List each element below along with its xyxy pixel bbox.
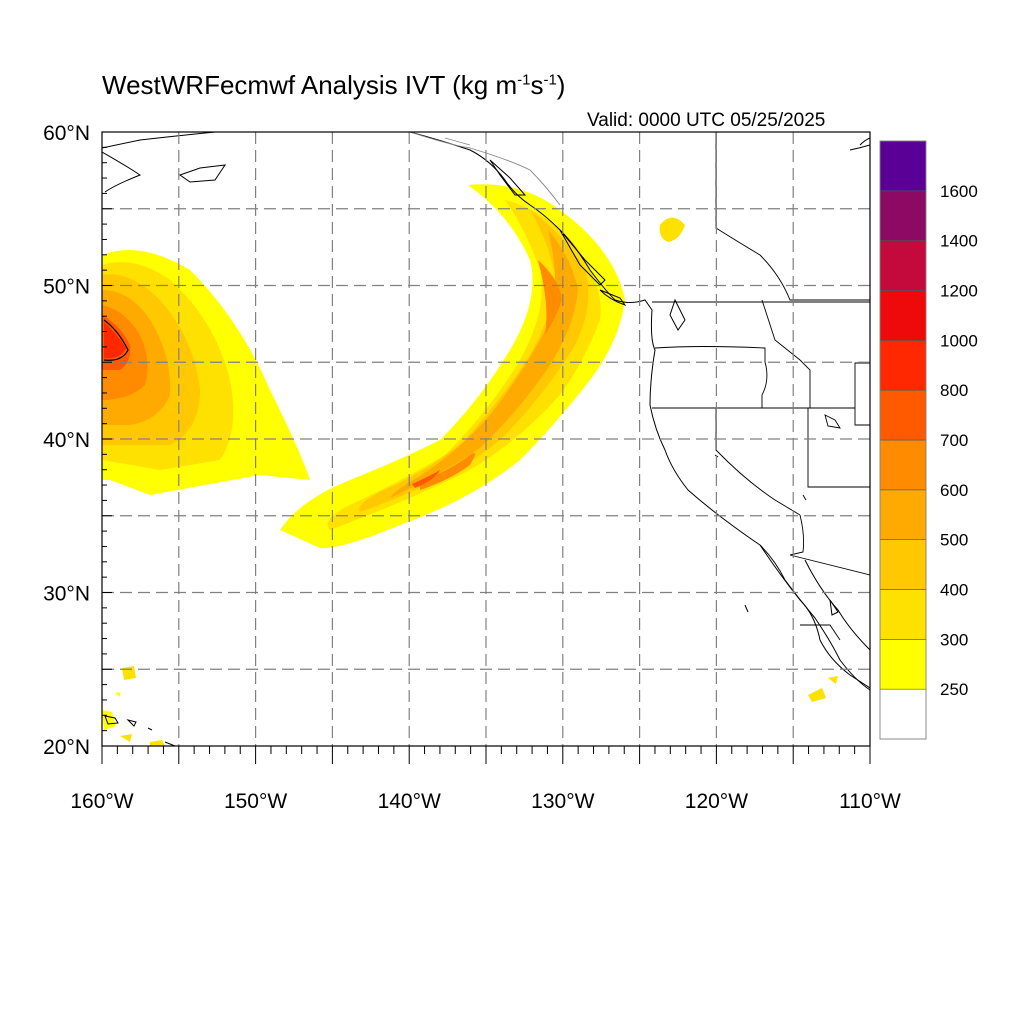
colorbar-label: 1200 xyxy=(940,282,978,301)
colorbar-box xyxy=(879,389,927,441)
colorbar-label: 800 xyxy=(940,381,968,400)
ivt-field xyxy=(102,184,838,746)
colorbar-box xyxy=(879,190,927,241)
colorbar-label: 1400 xyxy=(940,232,978,251)
colorbar-box xyxy=(879,639,927,690)
title-end: ) xyxy=(556,70,566,100)
colorbar-label: 600 xyxy=(940,481,968,500)
colorbar-label: 1600 xyxy=(940,182,978,201)
colorbar-box xyxy=(879,140,927,192)
title-sup2: -1 xyxy=(543,71,557,89)
title-sup1: -1 xyxy=(517,71,531,89)
y-tick-label: 20°N xyxy=(43,736,90,759)
y-tick-label: 60°N xyxy=(43,122,90,145)
colorbar-box xyxy=(879,489,927,540)
y-tick-label: 50°N xyxy=(43,276,90,299)
colorbar-box xyxy=(879,688,927,740)
colorbar-label: 250 xyxy=(940,680,968,699)
valid-time-label: Valid: 0000 UTC 05/25/2025 xyxy=(587,110,826,131)
x-tick-label: 140°W xyxy=(378,790,441,813)
title-mid: s xyxy=(530,70,544,100)
colorbar-label: 300 xyxy=(940,630,968,649)
x-tick-label: 130°W xyxy=(531,790,594,813)
axis-ticks xyxy=(101,131,871,764)
colorbar-label: 700 xyxy=(940,431,968,450)
colorbar-box xyxy=(879,240,927,291)
colorbar-label: 500 xyxy=(940,531,968,550)
title-main: WestWRFecmwf Analysis IVT (kg m xyxy=(102,70,518,100)
axis-labels: 160°W 150°W 140°W 130°W 120°W 110°W 20°N 30°N 40… xyxy=(43,122,901,813)
colorbar-label: 400 xyxy=(940,581,968,600)
x-tick-label: 110°W xyxy=(839,790,901,813)
ivt-plume-west xyxy=(102,250,310,495)
coastlines xyxy=(102,132,870,746)
chart-title: WestWRFecmwf Analysis IVT (kg m-1s-1) xyxy=(102,70,565,101)
colorbar: 250 300 400 500 600 700 800 1000 1200 1400 1600 xyxy=(879,140,978,740)
colorbar-label: 1000 xyxy=(940,331,978,350)
ivt-atmospheric-river xyxy=(280,184,625,549)
y-tick-label: 30°N xyxy=(43,583,90,606)
borders xyxy=(652,132,870,641)
colorbar-box xyxy=(879,340,927,391)
colorbar-box xyxy=(879,539,927,590)
political-borders-gray xyxy=(409,132,561,206)
y-tick-label: 40°N xyxy=(43,429,90,452)
x-tick-label: 120°W xyxy=(685,790,748,813)
colorbar-box xyxy=(879,589,927,640)
x-tick-label: 160°W xyxy=(70,790,133,813)
x-tick-label: 150°W xyxy=(224,790,287,813)
colorbar-frame xyxy=(879,140,927,740)
colorbar-box xyxy=(879,439,927,491)
grid-lines xyxy=(102,132,870,746)
colorbar-box xyxy=(879,290,927,341)
